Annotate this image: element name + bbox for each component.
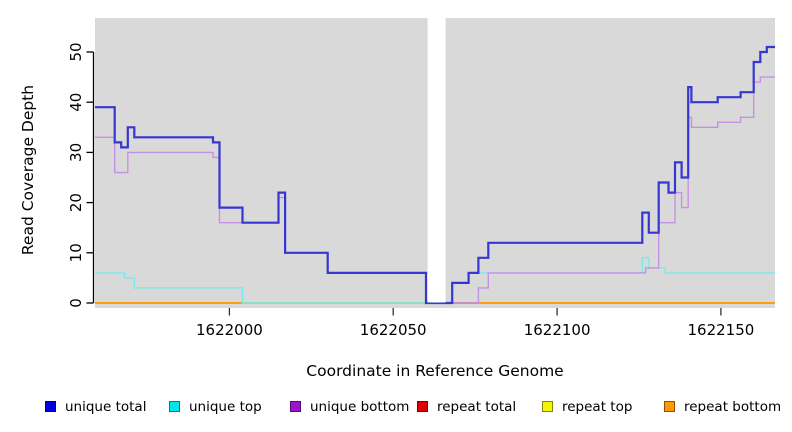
y-tick-label: 20 — [67, 193, 85, 212]
y-tick-label: 50 — [67, 42, 85, 61]
legend-swatch-unique-top — [169, 401, 180, 412]
legend-entry-unique-top: unique top — [169, 398, 262, 415]
legend-label: unique total — [65, 398, 147, 415]
x-tick-label: 1622050 — [360, 321, 427, 339]
legend-entry-unique-total: unique total — [45, 398, 147, 415]
legend-entry-repeat-total: repeat total — [417, 398, 517, 415]
y-tick-label: 0 — [67, 298, 85, 308]
legend-entry-repeat-bottom: repeat bottom — [664, 398, 782, 415]
x-axis-title: Coordinate in Reference Genome — [306, 362, 564, 380]
legend-label: repeat bottom — [684, 398, 782, 415]
x-tick-label: 1622100 — [524, 321, 591, 339]
legend-entry-unique-bottom: unique bottom — [290, 398, 410, 415]
legend-swatch-repeat-total — [417, 401, 428, 412]
legend-swatch-repeat-bottom — [664, 401, 675, 412]
y-tick-label: 10 — [67, 243, 85, 262]
legend-swatch-unique-total — [45, 401, 56, 412]
y-tick-label: 40 — [67, 93, 85, 112]
x-tick-label: 1622000 — [196, 321, 263, 339]
legend-label: unique top — [189, 398, 262, 415]
x-tick-label: 1622150 — [687, 321, 754, 339]
legend-swatch-repeat-top — [542, 401, 553, 412]
y-axis-title: Read Coverage Depth — [19, 84, 37, 256]
legend-label: repeat top — [562, 398, 633, 415]
legend-swatch-unique-bottom — [290, 401, 301, 412]
series-unique-total-line — [95, 45, 775, 305]
legend-label: repeat total — [437, 398, 517, 415]
legend-entry-repeat-top: repeat top — [542, 398, 633, 415]
y-tick-label: 30 — [67, 143, 85, 162]
masked-region — [427, 17, 446, 303]
legend-label: unique bottom — [310, 398, 410, 415]
